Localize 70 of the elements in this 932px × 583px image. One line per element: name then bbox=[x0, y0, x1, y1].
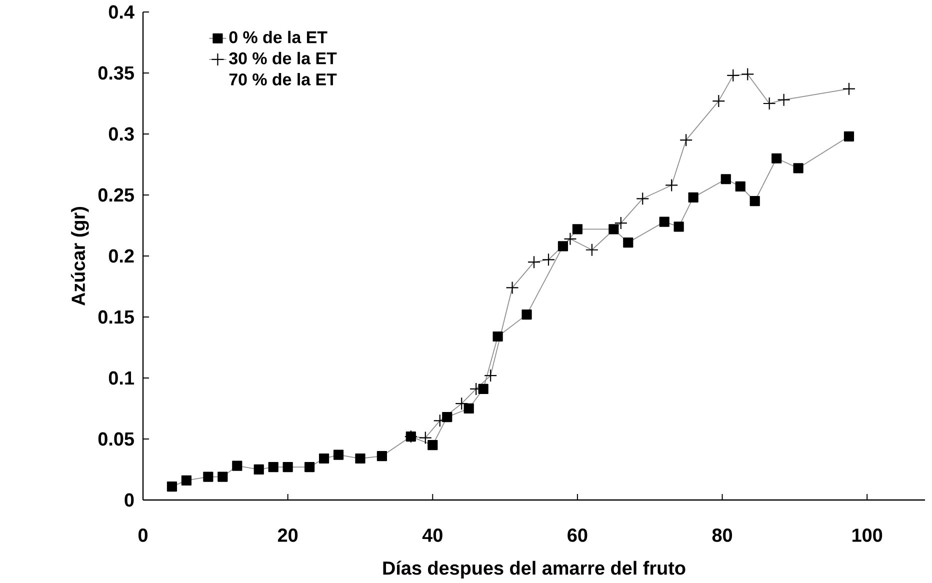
point bbox=[793, 163, 804, 174]
point bbox=[542, 253, 556, 266]
point bbox=[564, 232, 577, 246]
point bbox=[614, 216, 628, 230]
legend-label: 0 % de la ET bbox=[229, 30, 328, 44]
point bbox=[181, 475, 192, 486]
point bbox=[506, 281, 519, 294]
point bbox=[777, 93, 790, 106]
point bbox=[218, 472, 228, 482]
point bbox=[688, 192, 698, 202]
x-tick-label: 0 bbox=[138, 528, 148, 542]
point bbox=[680, 134, 693, 147]
x-axis-title: Días despues del amarre del fruto bbox=[383, 560, 686, 579]
x-tick-label: 60 bbox=[568, 528, 588, 542]
point bbox=[762, 96, 776, 110]
point bbox=[268, 462, 278, 472]
point bbox=[318, 453, 330, 464]
point bbox=[585, 243, 598, 256]
point bbox=[712, 94, 726, 108]
y-tick-label: 0.1 bbox=[108, 371, 134, 385]
y-tick-label: 0.25 bbox=[98, 188, 134, 202]
y-tick-label: 0.3 bbox=[108, 127, 134, 141]
point bbox=[636, 192, 650, 206]
point bbox=[844, 131, 854, 142]
legend-label: 30 % de la ET bbox=[229, 52, 337, 64]
point bbox=[527, 256, 541, 269]
point bbox=[608, 224, 619, 234]
point bbox=[282, 462, 293, 472]
point bbox=[376, 451, 388, 462]
point bbox=[665, 178, 678, 192]
point bbox=[750, 196, 760, 206]
y-tick-label: 0.05 bbox=[98, 432, 134, 446]
point bbox=[558, 241, 568, 252]
x-tick-label: 40 bbox=[422, 528, 442, 542]
point bbox=[455, 397, 468, 410]
x-tick-label: 80 bbox=[712, 528, 732, 542]
y-tick-label: 0.2 bbox=[108, 249, 134, 263]
point bbox=[478, 384, 488, 394]
point bbox=[735, 181, 746, 192]
point bbox=[492, 331, 503, 342]
point bbox=[428, 440, 438, 450]
point bbox=[203, 472, 214, 482]
point bbox=[623, 238, 634, 248]
point bbox=[659, 216, 670, 227]
point bbox=[674, 222, 684, 232]
annotation: 70 % de la ET bbox=[229, 73, 337, 86]
y-tick-label: 0.15 bbox=[98, 310, 134, 324]
y-tick-label: 0.4 bbox=[108, 5, 134, 19]
point bbox=[166, 482, 178, 492]
point bbox=[842, 82, 856, 96]
point bbox=[522, 310, 532, 320]
point bbox=[720, 174, 731, 184]
point bbox=[484, 368, 498, 382]
point bbox=[464, 403, 474, 414]
point bbox=[232, 460, 242, 471]
y-tick-label: 0.35 bbox=[98, 66, 134, 80]
x-tick-label: 100 bbox=[852, 528, 882, 542]
point bbox=[418, 431, 432, 444]
point bbox=[355, 453, 366, 464]
point bbox=[726, 68, 740, 82]
point bbox=[333, 450, 344, 460]
point bbox=[572, 224, 583, 234]
y-axis-title: Azúcar (gr) bbox=[70, 207, 89, 306]
y-tick-label: 0 bbox=[124, 493, 134, 507]
point bbox=[772, 153, 782, 164]
point bbox=[741, 68, 754, 81]
x-tick-label: 20 bbox=[278, 528, 298, 542]
point bbox=[304, 462, 315, 472]
point bbox=[442, 412, 452, 422]
point bbox=[254, 464, 264, 475]
